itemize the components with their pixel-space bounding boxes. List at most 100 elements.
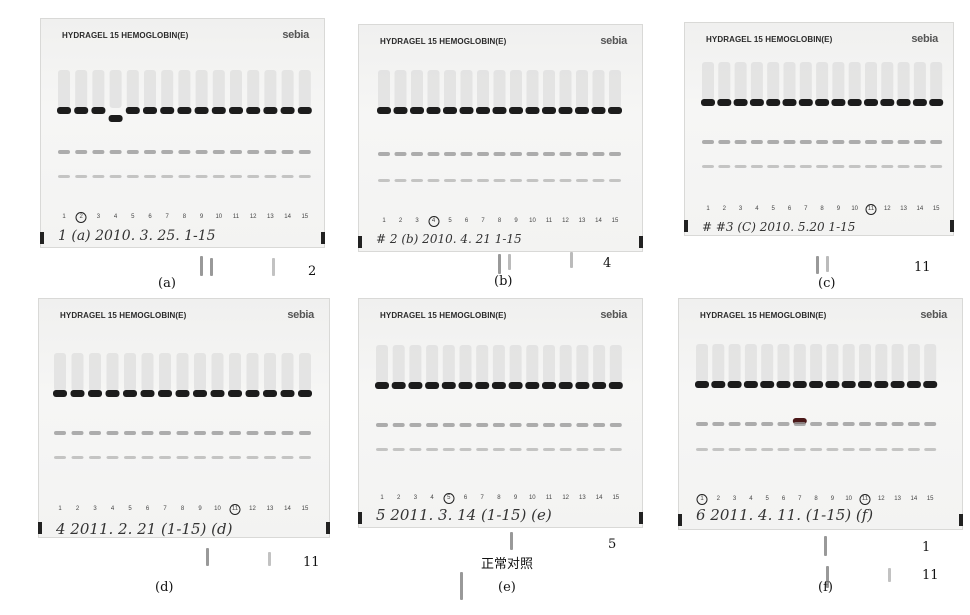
minor-band	[609, 448, 622, 451]
corner-mark	[40, 232, 44, 244]
handwritten-annotation: 1 (a) 2010. 3. 25. 1-15	[58, 228, 216, 244]
lane-number: 7	[163, 506, 167, 512]
circled-lane-number: 11	[229, 504, 241, 515]
brand-logo: sebia	[920, 309, 947, 321]
hemoglobin-band	[912, 99, 927, 106]
minor-band	[141, 431, 154, 435]
minor-band	[459, 448, 472, 451]
lane-smear	[728, 344, 741, 382]
streak-mark	[498, 254, 501, 274]
lane-smear	[58, 70, 70, 108]
hemoglobin-band	[776, 381, 791, 388]
streak-mark	[210, 258, 213, 276]
hemoglobin-band	[760, 381, 775, 388]
minor-band	[426, 448, 439, 451]
minor-band	[816, 140, 829, 144]
lane-smear	[460, 70, 473, 108]
minor-band	[510, 179, 522, 182]
hemoglobin-band	[558, 107, 573, 114]
hemoglobin-band	[542, 382, 556, 389]
lane-number: 11	[545, 495, 553, 501]
minor-band	[476, 423, 489, 427]
minor-band	[247, 150, 260, 154]
minor-band	[816, 165, 829, 168]
minor-band	[799, 140, 812, 144]
lane-bands	[375, 345, 623, 451]
lane-smear	[126, 70, 139, 108]
lane-smear	[427, 70, 440, 108]
lane-number: 6	[781, 496, 786, 502]
minor-band	[930, 140, 943, 144]
minor-band	[54, 456, 66, 459]
minor-band	[409, 448, 422, 451]
lane-smear	[75, 70, 88, 108]
hemoglobin-band	[245, 390, 260, 397]
minor-band	[230, 175, 242, 178]
lane-smear	[761, 344, 774, 382]
lane-smear	[559, 70, 572, 108]
hemoglobin-band	[297, 107, 312, 114]
lane-number: 13	[266, 506, 274, 512]
minor-band	[842, 422, 855, 426]
minor-band	[848, 165, 861, 168]
hemoglobin-band	[831, 99, 846, 106]
lane-number: 8	[497, 218, 502, 224]
gel-title: HYDRAGEL 15 HEMOGLOBIN(E)	[706, 34, 833, 44]
hemoglobin-band	[375, 382, 389, 389]
minor-band	[526, 152, 539, 156]
minor-band	[793, 422, 806, 426]
hemoglobin-band	[766, 99, 781, 106]
gel-header: HYDRAGEL 15 HEMOGLOBIN(E) sebia	[706, 30, 938, 48]
minor-band	[777, 448, 790, 451]
hemoglobin-band	[425, 382, 440, 389]
lane-smear	[161, 70, 174, 108]
hemoglobin-band	[210, 390, 225, 397]
hemoglobin-band	[228, 390, 242, 397]
minor-band	[476, 448, 489, 451]
lane-number: 9	[198, 506, 202, 512]
hemoglobin-band	[410, 107, 424, 114]
minor-band	[767, 140, 780, 144]
lane-number: 13	[900, 206, 907, 212]
lane-smear	[799, 62, 812, 100]
lane-smear	[832, 62, 845, 100]
lane-number: 7	[804, 206, 808, 212]
hemoglobin-band	[475, 382, 490, 389]
hemoglobin-band	[864, 99, 878, 106]
minor-band	[394, 152, 407, 156]
minor-band	[281, 456, 294, 459]
lane-number: 2	[397, 495, 401, 501]
brand-logo: sebia	[600, 309, 627, 321]
minor-band	[442, 448, 455, 451]
minor-band	[212, 150, 225, 154]
minor-band	[126, 150, 139, 154]
minor-band	[444, 179, 456, 182]
streak-mark	[200, 256, 203, 276]
minor-band	[891, 448, 904, 451]
hemoglobin-band	[798, 99, 813, 106]
minor-band	[859, 448, 871, 451]
minor-band	[783, 140, 796, 144]
lane-number: 8	[497, 495, 501, 501]
caption-c: (c)	[818, 276, 836, 291]
corner-mark	[950, 220, 954, 232]
minor-band	[264, 456, 276, 459]
lane-smear	[159, 353, 171, 391]
gel-header: HYDRAGEL 15 HEMOGLOBIN(E) sebia	[380, 32, 627, 50]
hemoglobin-band	[158, 390, 172, 397]
minor-band	[212, 175, 225, 178]
lane-number: 12	[249, 506, 256, 512]
minor-band	[559, 152, 572, 156]
corner-mark	[959, 514, 963, 526]
lane-smear	[907, 344, 920, 382]
lane-number: 9	[199, 214, 204, 220]
minor-band	[913, 165, 926, 168]
circled-lane-number: 11	[865, 204, 877, 215]
minor-band	[230, 150, 242, 154]
lane-smear	[767, 62, 780, 100]
hemoglobin-band	[841, 381, 856, 388]
minor-band	[159, 431, 171, 435]
corner-mark	[684, 220, 688, 232]
minor-band	[246, 456, 259, 459]
lane-smear	[92, 70, 105, 108]
